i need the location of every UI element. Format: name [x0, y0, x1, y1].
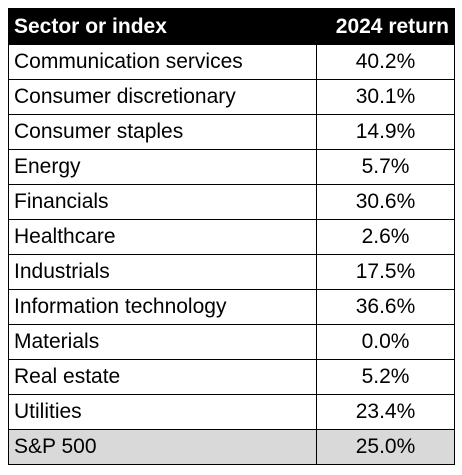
table-row: Healthcare 2.6% — [8, 219, 455, 255]
table-row: Consumer discretionary 30.1% — [8, 79, 455, 115]
return-cell: 30.1% — [316, 79, 455, 115]
return-cell: 30.6% — [316, 184, 455, 220]
sector-cell: Energy — [8, 149, 317, 185]
return-cell: 40.2% — [316, 44, 455, 80]
sector-cell: Utilities — [8, 394, 317, 430]
return-cell: 5.2% — [316, 359, 455, 395]
sector-cell: Consumer discretionary — [8, 79, 317, 115]
return-cell: 36.6% — [316, 289, 455, 325]
table-row: Real estate 5.2% — [8, 359, 455, 395]
header-sector: Sector or index — [8, 8, 317, 45]
sector-cell: Materials — [8, 324, 317, 360]
total-row: S&P 500 25.0% — [8, 429, 455, 465]
sector-cell: Communication services — [8, 44, 317, 80]
table-row: Information technology 36.6% — [8, 289, 455, 325]
table-row: Utilities 23.4% — [8, 394, 455, 430]
table-row: Energy 5.7% — [8, 149, 455, 185]
return-cell: 2.6% — [316, 219, 455, 255]
total-sector-cell: S&P 500 — [8, 429, 317, 465]
sector-cell: Financials — [8, 184, 317, 220]
table-row: Consumer staples 14.9% — [8, 114, 455, 150]
return-cell: 23.4% — [316, 394, 455, 430]
header-return: 2024 return — [316, 8, 455, 45]
table-row: Industrials 17.5% — [8, 254, 455, 290]
sector-cell: Consumer staples — [8, 114, 317, 150]
table-row: Materials 0.0% — [8, 324, 455, 360]
sector-returns-table: Sector or index 2024 return Communicatio… — [8, 8, 455, 465]
table-row: Financials 30.6% — [8, 184, 455, 220]
table-header-row: Sector or index 2024 return — [8, 8, 455, 45]
return-cell: 17.5% — [316, 254, 455, 290]
sector-cell: Real estate — [8, 359, 317, 395]
sector-cell: Industrials — [8, 254, 317, 290]
return-cell: 0.0% — [316, 324, 455, 360]
return-cell: 5.7% — [316, 149, 455, 185]
sector-cell: Information technology — [8, 289, 317, 325]
table-row: Communication services 40.2% — [8, 44, 455, 80]
return-cell: 14.9% — [316, 114, 455, 150]
total-return-cell: 25.0% — [316, 429, 455, 465]
sector-cell: Healthcare — [8, 219, 317, 255]
